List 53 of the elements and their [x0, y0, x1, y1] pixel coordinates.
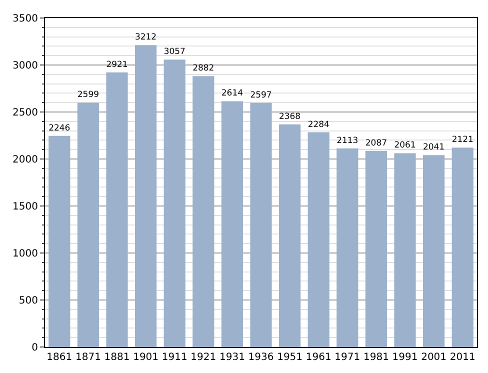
- data-label: 2087: [365, 137, 387, 148]
- data-label: 2113: [336, 134, 358, 145]
- data-label: 2597: [250, 89, 272, 100]
- bar: [279, 124, 301, 347]
- bar: [48, 136, 70, 347]
- y-tick-label: 2500: [12, 108, 38, 118]
- data-label: 2882: [192, 62, 214, 73]
- data-label: 2921: [106, 58, 128, 69]
- bar: [77, 102, 99, 347]
- data-label: 2599: [77, 89, 99, 100]
- x-tick-label: 1961: [306, 352, 332, 363]
- x-tick-label: 1936: [248, 352, 274, 363]
- bar: [221, 101, 243, 347]
- x-tick-label: 1921: [190, 352, 216, 363]
- x-tick-label: 1861: [46, 352, 72, 363]
- bar: [106, 72, 128, 347]
- bar: [452, 148, 474, 347]
- y-tick-label: 1000: [12, 248, 38, 260]
- x-tick-label: 2001: [421, 352, 447, 363]
- bar: [365, 150, 387, 347]
- y-tick-label: 1500: [12, 202, 38, 212]
- y-tick-label: 0: [32, 342, 38, 354]
- x-tick-label: 1931: [219, 352, 245, 363]
- bar: [308, 132, 330, 347]
- x-tick-label: 1971: [334, 352, 360, 363]
- x-tick-label: 1901: [133, 352, 159, 363]
- bar: [250, 102, 272, 347]
- data-label: 2041: [423, 142, 445, 152]
- y-tick-label: 500: [18, 296, 38, 306]
- y-tick-label: 3000: [12, 60, 38, 72]
- bar: [394, 153, 416, 347]
- data-label: 3057: [164, 46, 186, 56]
- bar: [423, 155, 445, 347]
- x-tick-label: 1951: [277, 352, 303, 363]
- data-label: 2246: [48, 122, 70, 132]
- data-label: 2614: [221, 88, 243, 98]
- x-tick-label: 2011: [450, 352, 476, 363]
- data-label: 2368: [279, 110, 301, 121]
- x-tick-label: 1871: [75, 352, 101, 363]
- bar: [135, 45, 157, 347]
- data-label: 2121: [452, 134, 474, 144]
- x-tick-label: 1911: [162, 352, 188, 363]
- x-tick-label: 1991: [392, 352, 418, 363]
- bar: [336, 148, 358, 347]
- y-tick-label: 3500: [12, 14, 38, 24]
- data-label: 2061: [394, 140, 416, 150]
- x-tick-label: 1881: [104, 352, 130, 363]
- bar: [164, 60, 186, 347]
- data-label: 2284: [308, 118, 330, 129]
- bar: [192, 76, 214, 347]
- x-tick-label: 1981: [363, 352, 389, 363]
- y-tick-label: 2000: [12, 154, 38, 166]
- data-label: 3212: [135, 32, 157, 42]
